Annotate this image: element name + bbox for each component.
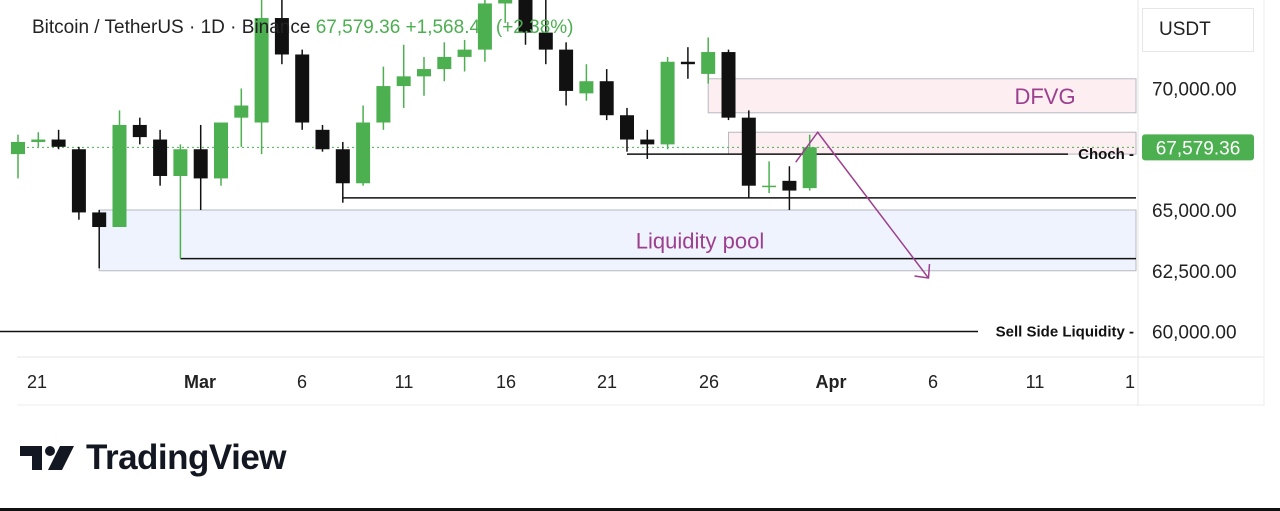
tradingview-logo[interactable]: TradingView <box>20 438 287 478</box>
candle-body <box>457 49 472 57</box>
candle-body <box>579 81 594 94</box>
y-tick-label: 62,500.00 <box>1152 262 1237 283</box>
x-tick-label: 21 <box>597 372 617 392</box>
last-price: 67,579.36 <box>315 17 401 38</box>
candle-body <box>437 56 452 70</box>
candle-body <box>660 61 675 145</box>
chart-header: Bitcoin / TetherUS · 1D · Binance 67,579… <box>32 17 574 39</box>
candle-body <box>518 0 533 33</box>
tradingview-logo-icon <box>20 446 74 470</box>
candle-body <box>254 18 269 123</box>
projection-arrow <box>795 130 930 279</box>
projection-arrowhead <box>914 263 931 279</box>
x-tick-label: 6 <box>297 372 307 392</box>
price-change: +1,568.43 (+2.38%) <box>405 17 574 38</box>
candle-body <box>498 0 513 4</box>
candle-body <box>680 61 695 65</box>
zone-fvg-lower <box>728 131 1137 155</box>
level-label-choch: Choch - <box>1078 146 1134 163</box>
candles-layer <box>11 0 817 269</box>
x-tick-label: 11 <box>395 372 414 392</box>
candle-body <box>71 149 86 213</box>
candle-body <box>214 122 228 179</box>
candle-body <box>315 129 330 150</box>
candle-body <box>620 115 634 140</box>
levels-layer: Choch - Sell Side Liquidity - <box>0 146 1136 341</box>
x-tick-label: 21 <box>27 372 47 392</box>
level-label-sell-side-liquidity: Sell Side Liquidity - <box>996 324 1134 341</box>
price-badge-label: 67,579.36 <box>1156 138 1241 159</box>
currency-button[interactable]: USDT <box>1142 8 1254 52</box>
x-tick-label: Mar <box>184 372 216 392</box>
candle-body <box>762 185 777 188</box>
x-tick-label: 1 <box>1125 372 1135 392</box>
x-tick-label: 6 <box>928 372 938 392</box>
candle-body <box>153 139 168 176</box>
price-badge <box>1142 134 1254 161</box>
candle-body <box>599 81 614 116</box>
axes-layer: 70,000.00 65,000.00 62,500.00 60,000.00 67,5… <box>27 80 1254 392</box>
candle-body <box>295 54 310 123</box>
y-tick-label: 70,000.00 <box>1152 80 1237 101</box>
candle-body <box>640 139 655 145</box>
candle-body <box>802 147 817 189</box>
candle-body <box>741 117 756 186</box>
y-tick-label: 60,000.00 <box>1152 323 1237 344</box>
x-tick-label: 11 <box>1026 372 1045 392</box>
candle-body <box>274 18 289 55</box>
candle-body <box>376 86 391 123</box>
candle-body <box>193 149 208 179</box>
candle-body <box>782 180 797 191</box>
candle-body <box>356 122 371 184</box>
candle-body <box>477 3 492 50</box>
candle-body <box>132 124 147 138</box>
symbol-title: Bitcoin / TetherUS · 1D · Binance <box>32 17 311 38</box>
candle-body <box>701 52 716 74</box>
brand-name: TradingView <box>86 438 287 477</box>
candle-body <box>559 49 574 91</box>
candle-body <box>396 76 411 87</box>
x-tick-label: 16 <box>496 372 516 392</box>
annotations-layer <box>795 130 931 279</box>
candle-body <box>31 139 46 142</box>
zone-label-dfvg: DFVG <box>1014 84 1075 109</box>
candle-body <box>721 52 736 118</box>
zone-dfvg <box>707 78 1137 114</box>
candle-body <box>51 139 66 147</box>
candle-body <box>234 105 249 118</box>
bottom-rule <box>0 508 1280 511</box>
x-tick-label: Apr <box>816 372 847 392</box>
zone-liquidity-pool <box>98 209 1137 272</box>
candle-body <box>417 69 431 77</box>
zone-label-liquidity-pool: Liquidity pool <box>636 228 764 253</box>
y-tick-label: 65,000.00 <box>1152 201 1237 222</box>
x-tick-label: 26 <box>699 372 719 392</box>
candle-body <box>335 149 350 184</box>
candle-body <box>11 141 25 155</box>
candle-body <box>112 124 127 228</box>
candle-body <box>92 212 107 228</box>
candle-body <box>173 149 188 176</box>
candle-body <box>538 32 553 50</box>
